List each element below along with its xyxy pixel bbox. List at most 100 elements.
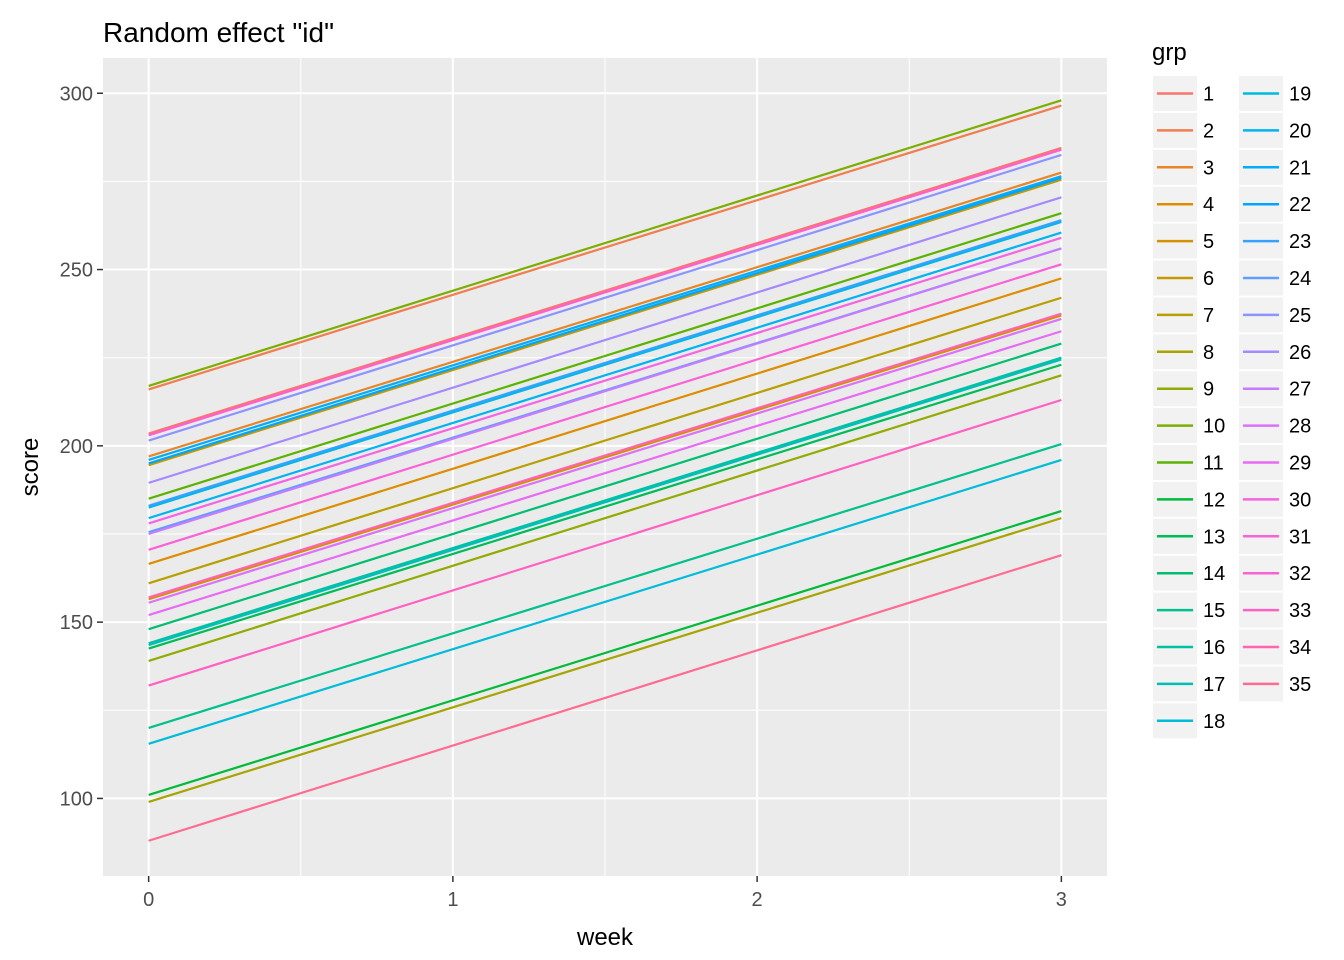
legend-label: 22 [1289, 194, 1311, 216]
legend-item-7: 7 [1153, 297, 1214, 333]
legend-label: 9 [1203, 379, 1214, 401]
series-line-18 [148, 458, 1062, 745]
legend-item-28: 28 [1239, 408, 1311, 444]
series-line-6 [148, 178, 1062, 467]
legend-label: 35 [1289, 674, 1311, 696]
legend-label: 12 [1203, 489, 1225, 511]
legend-item-1: 1 [1153, 76, 1214, 111]
legend-item-21: 21 [1239, 149, 1311, 185]
x-tick-label: 3 [1056, 889, 1067, 911]
series-line-16 [148, 356, 1062, 645]
legend-label: 34 [1289, 637, 1311, 659]
legend-label: 28 [1289, 416, 1311, 438]
legend-label: 21 [1289, 157, 1311, 179]
series-line-25 [148, 153, 1062, 442]
series-line-26 [148, 196, 1062, 484]
chart-title: Random effect "id" [103, 17, 334, 48]
series-line-32 [148, 148, 1062, 437]
legend-label: 16 [1203, 637, 1225, 659]
legend-item-4: 4 [1153, 186, 1214, 222]
series-line-23 [148, 219, 1062, 507]
legend-label: 33 [1289, 600, 1311, 622]
legend-item-31: 31 [1239, 518, 1311, 554]
y-tick-label: 250 [60, 260, 93, 282]
series-line-12 [148, 510, 1062, 796]
y-axis-label: score [17, 438, 44, 497]
series-line-10 [148, 99, 1062, 387]
series-line-29 [148, 330, 1062, 617]
legend-item-19: 19 [1239, 76, 1311, 111]
legend-item-2: 2 [1153, 112, 1214, 148]
x-axis: 0 1 2 3 [143, 876, 1067, 911]
series-line-31 [148, 263, 1062, 551]
legend-label: 6 [1203, 268, 1214, 290]
legend-item-9: 9 [1153, 371, 1214, 407]
legend-item-8: 8 [1153, 334, 1214, 370]
legend-label: 18 [1203, 711, 1225, 733]
x-tick-label: 1 [447, 889, 458, 911]
series-line-28 [148, 317, 1062, 604]
series-line-33 [148, 398, 1062, 687]
legend-item-35: 35 [1239, 666, 1311, 702]
legend-label: 23 [1289, 231, 1311, 253]
series-line-19 [148, 220, 1062, 509]
series-line-21 [148, 175, 1062, 461]
legend-item-3: 3 [1153, 149, 1214, 185]
legend-item-23: 23 [1239, 223, 1311, 259]
legend-items: 1234567891011121314151617181920212223242… [1153, 76, 1311, 739]
legend-label: 20 [1289, 120, 1311, 142]
series-line-13 [148, 363, 1062, 650]
series-line-35 [148, 554, 1062, 842]
legend-item-24: 24 [1239, 260, 1311, 296]
legend-item-33: 33 [1239, 592, 1311, 628]
legend-label: 31 [1289, 526, 1311, 548]
legend-item-14: 14 [1153, 555, 1225, 591]
legend-item-29: 29 [1239, 445, 1311, 480]
series-line-20 [148, 231, 1062, 520]
major-gridlines [103, 58, 1107, 876]
legend-item-17: 17 [1153, 666, 1225, 702]
series-line-7 [148, 296, 1062, 585]
series-lines [148, 99, 1062, 842]
legend-item-13: 13 [1153, 518, 1225, 554]
legend-label: 14 [1203, 563, 1225, 585]
legend-label: 11 [1203, 453, 1224, 475]
y-tick-label: 100 [60, 788, 93, 810]
series-line-2 [148, 104, 1062, 391]
legend-label: 24 [1289, 268, 1311, 290]
legend-item-10: 10 [1153, 408, 1225, 444]
series-line-27 [148, 247, 1062, 536]
series-line-5 [148, 314, 1062, 601]
series-line-8 [148, 517, 1062, 804]
y-tick-label: 150 [60, 612, 93, 634]
legend-label: 10 [1203, 416, 1225, 438]
y-axis: 100 150 200 250 300 [60, 83, 103, 810]
legend-label: 32 [1289, 563, 1311, 585]
series-line-3 [148, 171, 1062, 458]
legend-item-6: 6 [1153, 260, 1214, 296]
legend-label: 2 [1203, 120, 1214, 142]
series-line-14 [148, 342, 1062, 631]
series-line-17 [148, 358, 1062, 647]
legend-label: 15 [1203, 600, 1225, 622]
legend-item-27: 27 [1239, 371, 1311, 407]
series-line-15 [148, 443, 1062, 729]
legend-label: 4 [1203, 194, 1214, 216]
series-line-34 [148, 312, 1062, 599]
legend-item-20: 20 [1239, 112, 1311, 148]
series-line-9 [148, 374, 1062, 662]
legend-item-16: 16 [1153, 629, 1225, 665]
legend-label: 17 [1203, 674, 1225, 696]
legend-label: 8 [1203, 342, 1214, 364]
legend-label: 13 [1203, 526, 1225, 548]
legend-label: 19 [1289, 84, 1311, 106]
series-line-4 [148, 277, 1062, 566]
legend: grp 123456789101112131415161718192021222… [1152, 39, 1311, 739]
legend-item-18: 18 [1153, 703, 1225, 739]
legend-item-15: 15 [1153, 592, 1225, 628]
y-tick-label: 200 [60, 436, 93, 458]
series-line-30 [148, 236, 1062, 525]
x-axis-label: week [576, 924, 634, 951]
legend-item-5: 5 [1153, 223, 1214, 259]
